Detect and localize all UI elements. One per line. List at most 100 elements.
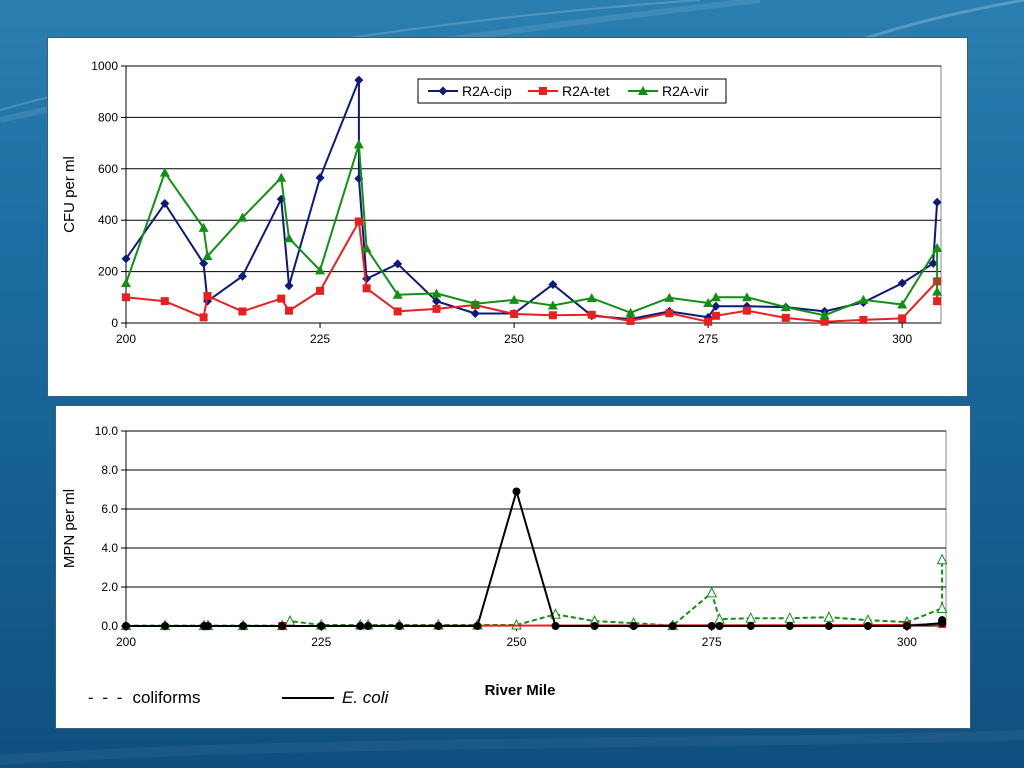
data-point-e-coli xyxy=(707,622,716,630)
data-point-r2a-tet xyxy=(704,317,713,326)
data-point-e-coli xyxy=(239,622,248,630)
data-point-r2a-vir xyxy=(276,172,287,182)
legend-ecoli-sample xyxy=(282,697,334,699)
data-point-r2a-vir xyxy=(625,307,636,317)
series-line-e-coli xyxy=(126,487,944,627)
data-point-coliforms xyxy=(823,611,835,622)
y-tick-label: 0.0 xyxy=(101,619,118,633)
data-point-r2a-vir xyxy=(284,233,294,243)
data-point-coliforms xyxy=(936,602,948,613)
data-point-e-coli xyxy=(938,616,947,625)
series-line-r2a-cip xyxy=(125,79,939,321)
data-point-r2a-tet xyxy=(160,297,169,306)
x-tick-label: 300 xyxy=(897,635,917,649)
data-point-r2a-vir xyxy=(202,251,213,261)
data-point-r2a-tet xyxy=(820,317,829,326)
data-point-r2a-tet xyxy=(898,314,907,323)
data-point-r2a-cip xyxy=(470,308,480,318)
data-point-r2a-cip xyxy=(199,258,209,268)
data-point-r2a-tet xyxy=(933,297,942,306)
data-point-e-coli xyxy=(902,622,911,630)
data-point-r2a-cip xyxy=(897,278,907,288)
legend-label-r2a-cip: R2A-cip xyxy=(462,83,512,99)
y-tick-label: 200 xyxy=(98,265,118,279)
data-point-r2a-vir xyxy=(741,292,752,302)
data-point-r2a-tet xyxy=(203,292,212,301)
data-point-r2a-tet xyxy=(199,313,208,322)
data-point-r2a-vir xyxy=(819,310,830,320)
data-point-coliforms xyxy=(936,553,948,565)
data-point-e-coli xyxy=(395,622,404,630)
data-point-r2a-tet xyxy=(432,304,441,313)
plot-area xyxy=(125,65,942,324)
legend-coliforms-sample: - - - xyxy=(88,688,125,707)
legend-marker-r2a-cip xyxy=(438,86,448,96)
data-point-e-coli xyxy=(824,622,833,630)
data-point-r2a-vir xyxy=(710,292,721,302)
data-point-r2a-vir xyxy=(237,212,248,222)
data-point-r2a-tet xyxy=(781,313,790,322)
y-axis-label: CFU per ml xyxy=(61,156,78,233)
data-point-r2a-vir xyxy=(586,293,597,303)
data-point-r2a-cip xyxy=(354,75,364,85)
data-point-r2a-vir xyxy=(198,222,209,232)
data-point-r2a-vir xyxy=(392,289,403,299)
y-tick-label: 800 xyxy=(98,110,118,124)
data-point-r2a-cip xyxy=(315,173,325,183)
data-point-r2a-vir xyxy=(932,242,943,252)
data-point-r2a-tet xyxy=(362,284,371,293)
cfu-line-chart: 0 200 400 600 800 1000 200 225 250 275 300 CFU per … xyxy=(61,59,943,346)
series-line-coliforms xyxy=(126,559,944,627)
data-point-e-coli xyxy=(863,622,872,630)
data-point-e-coli xyxy=(364,622,373,630)
legend-coliforms-label: coliforms xyxy=(132,688,201,707)
data-point-r2a-cip xyxy=(548,279,558,289)
data-point-r2a-tet xyxy=(393,307,402,316)
data-point-r2a-tet xyxy=(626,316,635,325)
data-point-e-coli xyxy=(317,622,326,630)
data-point-e-coli xyxy=(356,622,365,630)
legend-marker-r2a-tet xyxy=(539,87,547,95)
series-line-r2a-vir xyxy=(125,144,939,317)
x-tick-label: 250 xyxy=(504,332,524,346)
y-axis-label: MPN per ml xyxy=(61,489,78,568)
data-point-r2a-vir xyxy=(361,243,372,253)
legend-box xyxy=(417,78,727,104)
data-point-r2a-tet xyxy=(122,293,130,302)
data-point-r2a-vir xyxy=(858,294,869,304)
y-tick-label: 6.0 xyxy=(101,502,118,516)
data-point-e-coli xyxy=(785,622,794,630)
data-point-r2a-vir xyxy=(897,299,908,309)
data-point-r2a-vir xyxy=(780,302,791,312)
mpn-chart-panel: 0.0 2.0 4.0 6.0 8.0 10.0 200 225 250 275 300 MPN pe… xyxy=(56,406,970,728)
data-point-r2a-vir xyxy=(159,167,170,177)
data-point-coliforms xyxy=(714,613,725,624)
data-point-r2a-tet xyxy=(587,310,596,319)
data-point-e-coli xyxy=(512,487,521,496)
data-point-e-coli xyxy=(746,622,755,630)
legend-ecoli: E. coli xyxy=(282,688,388,708)
data-point-e-coli xyxy=(551,622,560,630)
data-point-e-coli xyxy=(473,622,482,630)
data-point-r2a-tet xyxy=(285,306,293,315)
y-tick-label: 400 xyxy=(98,213,118,227)
data-point-r2a-cip xyxy=(121,254,131,264)
cfu-chart-panel: 0 200 400 600 800 1000 200 225 250 275 300 CFU per … xyxy=(48,38,967,396)
legend-label-r2a-tet: R2A-tet xyxy=(562,83,610,99)
data-point-e-coli xyxy=(278,622,287,630)
y-tick-label: 1000 xyxy=(91,59,118,73)
data-point-r2a-tet xyxy=(316,286,325,295)
plot-area xyxy=(125,430,947,627)
data-point-r2a-tet xyxy=(277,294,286,303)
data-point-r2a-vir xyxy=(431,288,442,298)
data-point-r2a-cip xyxy=(932,197,942,207)
x-tick-label: 225 xyxy=(311,635,331,649)
data-point-r2a-vir xyxy=(353,139,364,149)
legend-marker-r2a-vir xyxy=(638,86,648,95)
data-point-r2a-tet xyxy=(742,306,751,315)
data-point-r2a-tet xyxy=(354,217,363,226)
data-point-e-coli xyxy=(204,622,212,630)
data-point-coliforms xyxy=(511,618,522,630)
data-point-r2a-tet xyxy=(859,315,868,324)
data-point-e-coli xyxy=(668,622,677,630)
